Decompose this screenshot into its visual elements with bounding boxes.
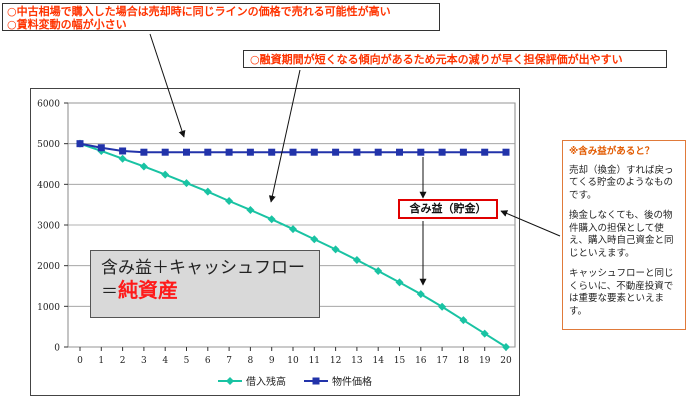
x-tick-label: 18 (458, 356, 470, 366)
x-tick-label: 4 (162, 356, 168, 366)
data-point (374, 266, 383, 275)
data-point (353, 148, 361, 156)
x-tick-label: 11 (309, 356, 320, 366)
callout-arrow-resale (149, 33, 186, 138)
data-point (438, 148, 446, 156)
note-paragraph-3: キャッシュフローと同じくらいに、不動産投資では重要な要素といえます。 (569, 268, 674, 317)
x-tick-label: 16 (415, 356, 427, 366)
data-point (183, 148, 190, 156)
x-tick-label: 6 (205, 356, 211, 366)
note-paragraph-1: 売却（換金）すれば戻ってくる貯金のようなものです。 (569, 164, 674, 201)
data-point (161, 148, 169, 156)
data-point (118, 154, 127, 163)
data-point (97, 144, 105, 152)
data-point (182, 179, 191, 188)
data-point (396, 148, 403, 156)
y-tick-label: 3000 (37, 222, 60, 232)
data-point (416, 290, 425, 299)
loan-period-callout: ○融資期間が短くなる傾向があるため元本の減りが早く担保評価が出やすい (243, 50, 667, 68)
y-tick-label: 1000 (37, 303, 60, 313)
data-point (225, 197, 234, 206)
x-tick-label: 9 (269, 356, 275, 366)
x-tick-label: 1 (98, 356, 104, 366)
summary-prefix: ＝ (101, 282, 118, 302)
y-tick-label: 4000 (37, 181, 60, 191)
data-point (502, 343, 510, 351)
y-tick-label: 2000 (37, 262, 60, 272)
y-tick-label: 6000 (37, 100, 60, 110)
y-tick-label: 0 (54, 344, 60, 354)
callout-arrow-loan (268, 69, 301, 203)
x-tick-label: 7 (226, 356, 232, 366)
callout-line-rent: ○賃料変動の幅が小さい (7, 18, 127, 31)
x-tick-label: 12 (330, 356, 341, 366)
data-point (352, 255, 361, 264)
data-point (267, 215, 276, 224)
legend-label: 借入残高 (246, 375, 286, 388)
data-point (140, 148, 148, 156)
data-point (161, 170, 170, 179)
x-tick-label: 0 (77, 356, 83, 366)
data-point (310, 235, 319, 244)
data-point (225, 148, 233, 156)
data-point (374, 148, 382, 156)
callout-line-resale: ○中古相場で購入した場合は売却時に同じラインの価格で売れる可能性が高い (7, 5, 391, 18)
data-point (76, 140, 84, 148)
data-point (438, 302, 447, 311)
net-asset-summary-box: 含み益＋キャッシュフロー ＝純資産 (90, 250, 320, 318)
unrealized-gain-label: 含み益（貯金） (398, 199, 498, 219)
data-point (246, 205, 255, 214)
legend-label: 物件価格 (332, 375, 372, 388)
data-point (502, 148, 510, 156)
callout-line-loan: ○融資期間が短くなる傾向があるため元本の減りが早く担保評価が出やすい (250, 53, 623, 66)
x-tick-label: 10 (287, 356, 299, 366)
x-tick-label: 17 (436, 356, 448, 366)
x-tick-label: 2 (120, 356, 126, 366)
y-tick-label: 5000 (37, 140, 60, 150)
data-point (289, 148, 297, 156)
legend-marker (226, 377, 234, 385)
summary-emphasis: 純資産 (118, 278, 178, 302)
data-point (331, 245, 340, 254)
x-tick-label: 5 (184, 356, 190, 366)
data-point (332, 148, 340, 156)
x-tick-label: 3 (141, 356, 147, 366)
data-point (310, 148, 318, 156)
data-point (139, 162, 148, 171)
data-point (246, 148, 254, 156)
summary-line1: 含み益＋キャッシュフロー (101, 258, 305, 278)
data-point (268, 148, 276, 156)
x-tick-label: 8 (248, 356, 254, 366)
data-point (119, 147, 127, 155)
x-tick-label: 15 (394, 356, 406, 366)
legend-marker (312, 377, 320, 385)
data-point (204, 148, 212, 156)
data-point (481, 148, 489, 156)
note-arrow (500, 210, 561, 237)
note-paragraph-2: 換金しなくても、後の物件購入の担保として使え、購入時自己資金と同じといえます。 (569, 210, 674, 259)
x-tick-label: 13 (351, 356, 363, 366)
chart-frame (30, 88, 520, 396)
data-point (395, 278, 404, 287)
unrealized-gain-note-box: ※含み益があると？ 売却（換金）すれば戻ってくる貯金のようなものです。 換金しな… (562, 140, 686, 330)
data-point (289, 225, 297, 234)
note-title: ※含み益があると？ (569, 146, 655, 157)
x-tick-label: 20 (500, 356, 512, 366)
data-point (417, 148, 425, 156)
resale-note-callout: ○中古相場で購入した場合は売却時に同じラインの価格で売れる可能性が高い ○賃料変… (2, 3, 440, 31)
x-tick-label: 19 (479, 356, 491, 366)
x-tick-label: 14 (372, 356, 384, 366)
data-point (459, 316, 468, 325)
data-point (480, 329, 489, 338)
data-point (203, 187, 212, 196)
data-point (459, 148, 467, 156)
